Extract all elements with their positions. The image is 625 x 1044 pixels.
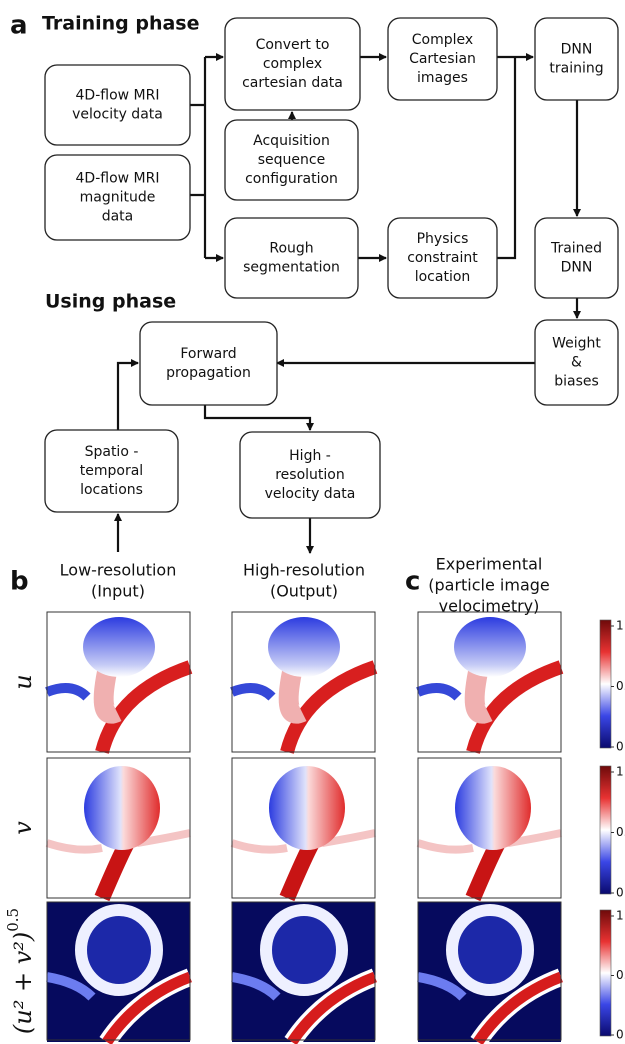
- colorbar: [600, 766, 611, 894]
- colorbar-label: 0.5: [616, 679, 625, 693]
- panel-letter: c: [405, 567, 420, 597]
- colorbar-label: 0: [616, 886, 624, 900]
- flow-box: [140, 322, 277, 405]
- row-label-text: u: [9, 674, 37, 689]
- colorbar-label: 1: [616, 765, 624, 779]
- colorbar: [600, 620, 611, 748]
- row-label-text: v: [9, 821, 37, 835]
- node-label: location: [415, 269, 471, 285]
- node-label: training: [549, 61, 603, 77]
- field-image: [47, 902, 190, 1042]
- node-label: constraint: [407, 250, 478, 266]
- section-title: Training phase: [42, 13, 200, 35]
- node-label: magnitude: [80, 190, 156, 206]
- node-label: temporal: [80, 463, 143, 479]
- column-header: Low-resolution: [60, 561, 177, 580]
- colorbar-label: 0.5: [616, 968, 625, 982]
- node-label: &: [571, 355, 582, 371]
- node-label: locations: [80, 482, 143, 498]
- colorbar: [600, 910, 611, 1036]
- column-header: (particle image: [428, 576, 550, 595]
- node-label: Acquisition: [253, 133, 330, 149]
- figure: a Training phase Using phase b c 1 0.5 0 u 1…: [0, 0, 625, 1044]
- node-label: Rough: [269, 241, 313, 257]
- row-label-exponent: 0.5: [4, 908, 22, 932]
- node-label: velocity data: [72, 107, 163, 123]
- node-label: 4D-flow MRI: [76, 171, 160, 187]
- node-label: DNN: [561, 260, 593, 276]
- column-header: velocimetry): [439, 597, 540, 616]
- node-label: DNN: [561, 42, 593, 58]
- field-image: [232, 902, 375, 1042]
- panel-letter: b: [10, 567, 29, 597]
- flow-box: [45, 65, 190, 145]
- flow-box: [535, 218, 618, 298]
- node-label: cartesian data: [242, 75, 343, 91]
- node-label: propagation: [166, 365, 251, 381]
- field-image: [418, 612, 561, 752]
- field-image: [232, 758, 375, 898]
- flow-box: [535, 18, 618, 100]
- colorbar-label: 0: [616, 740, 624, 754]
- node-label: resolution: [275, 467, 345, 483]
- node-label: Forward: [180, 346, 236, 362]
- node-label: configuration: [245, 171, 338, 187]
- node-label: data: [102, 209, 134, 225]
- image-panels: 10.50u10.50v10.50(u² + v²)0.5: [4, 612, 625, 1042]
- column-header: Experimental: [436, 555, 543, 574]
- field-image: [418, 902, 561, 1042]
- node-label: biases: [554, 374, 599, 390]
- node-label: images: [417, 70, 468, 86]
- row-label-text: (u² + v²): [9, 932, 37, 1034]
- row-label: v: [9, 821, 37, 835]
- node-label: complex: [263, 56, 322, 72]
- node-label: sequence: [258, 152, 325, 168]
- node-label: Physics: [417, 231, 469, 247]
- colorbar-label: 1: [616, 909, 624, 923]
- node-label: Complex: [412, 32, 473, 48]
- row-label: u: [9, 674, 37, 689]
- node-label: High -: [289, 448, 331, 464]
- field-image: [232, 612, 375, 752]
- colorbar-label: 0.5: [616, 825, 625, 839]
- column-header: (Input): [91, 582, 145, 601]
- node-label: Spatio -: [85, 444, 139, 460]
- node-label: Trained: [550, 241, 602, 257]
- node-label: Cartesian: [409, 51, 476, 67]
- field-image: [418, 758, 561, 898]
- colorbar-label: 0: [616, 1028, 624, 1042]
- node-label: Weight: [552, 336, 601, 352]
- node-label: 4D-flow MRI: [76, 88, 160, 104]
- colorbar-label: 1: [616, 619, 624, 633]
- section-title: Using phase: [45, 291, 176, 313]
- panel-letter: a: [10, 11, 28, 41]
- node-label: segmentation: [243, 260, 340, 276]
- column-header: (Output): [270, 582, 338, 601]
- node-label: velocity data: [265, 486, 356, 502]
- node-label: Convert to: [256, 37, 330, 53]
- column-header: High-resolution: [243, 561, 365, 580]
- field-image: [47, 612, 190, 752]
- field-image: [47, 758, 190, 898]
- row-label: (u² + v²)0.5: [4, 908, 37, 1034]
- flow-box: [225, 218, 358, 298]
